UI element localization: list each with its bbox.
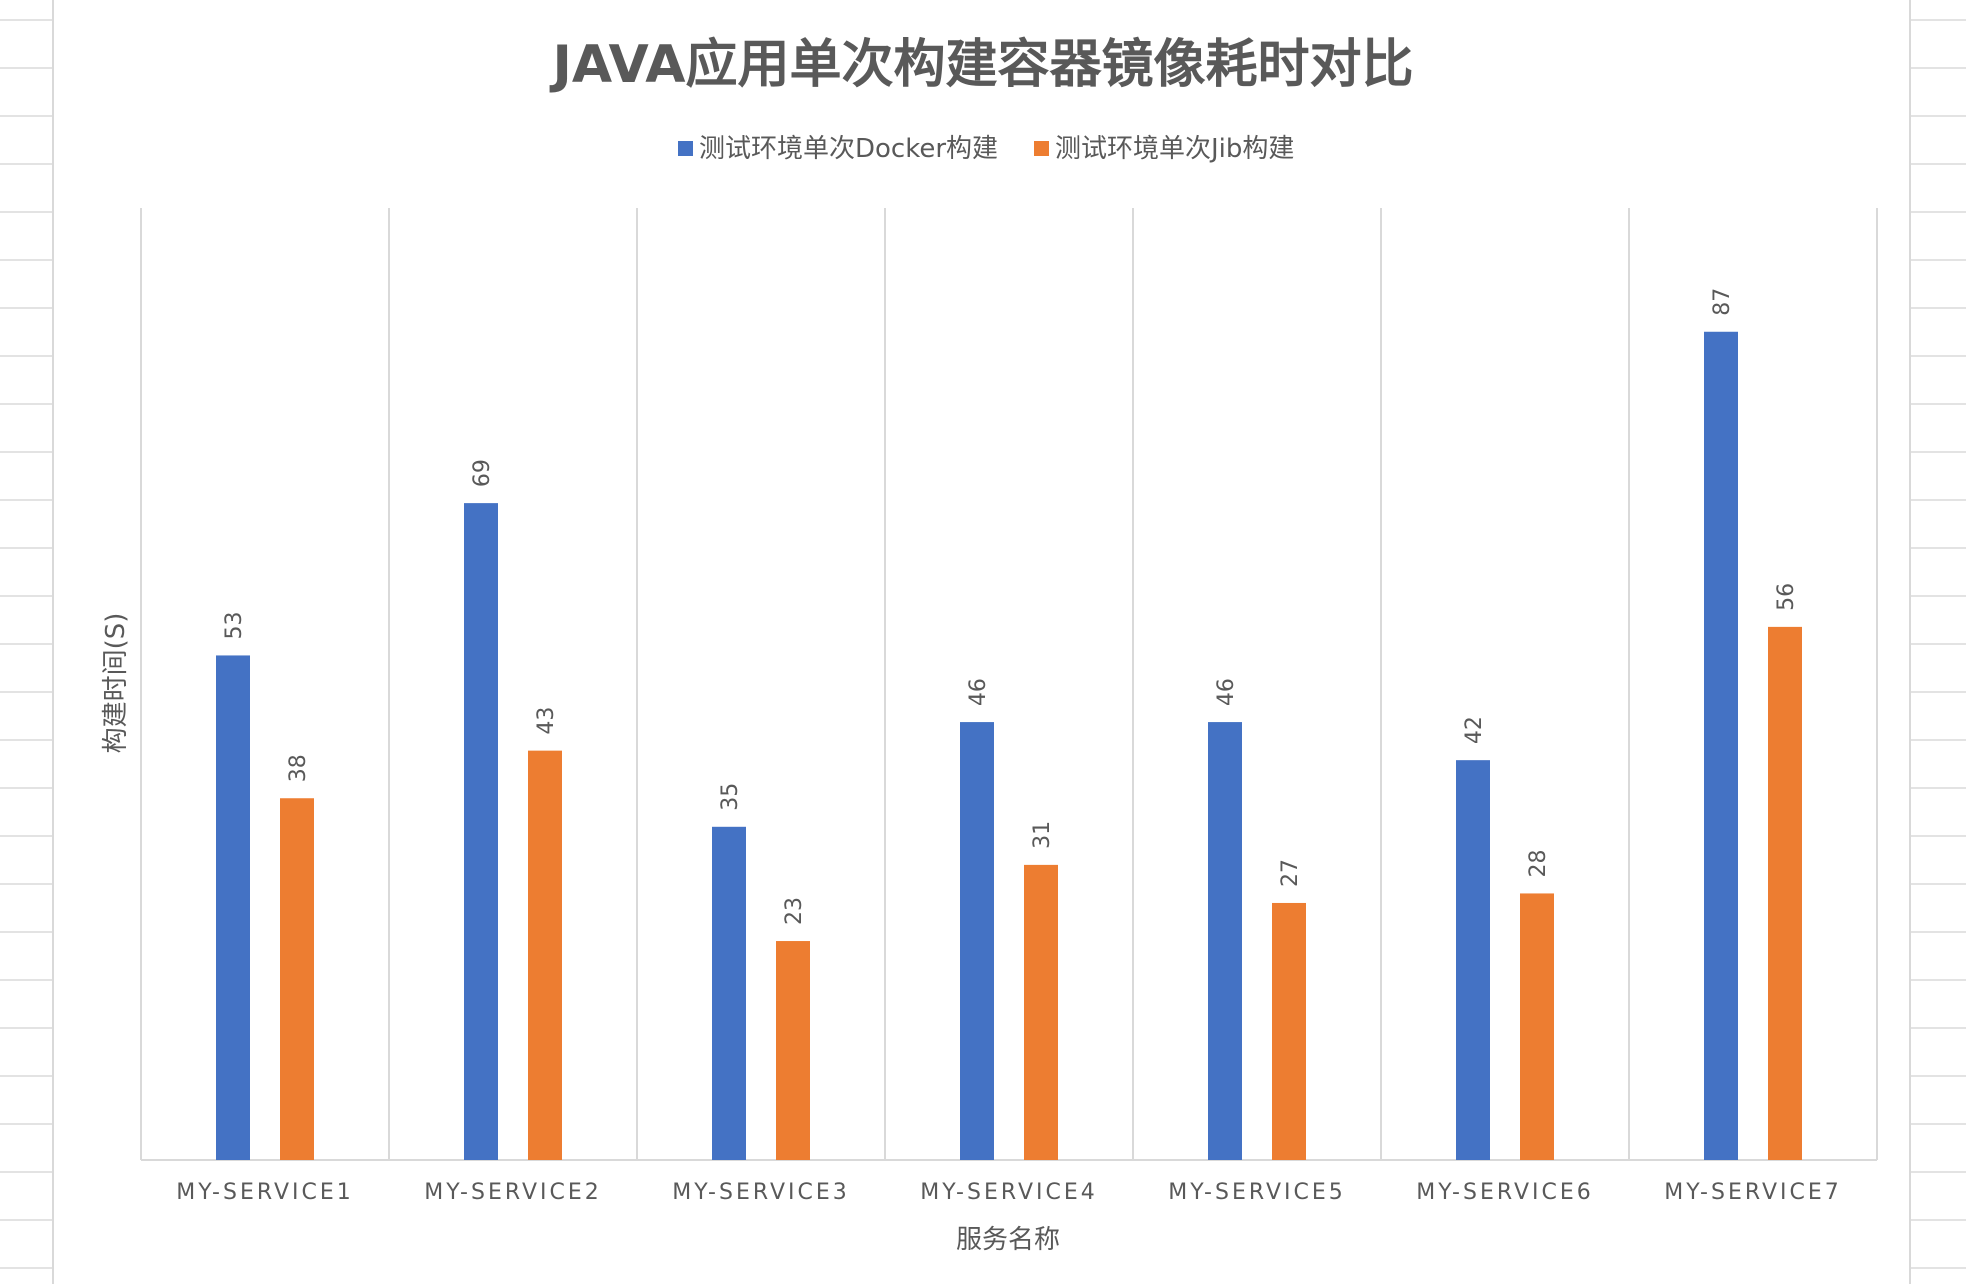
data-label-jib-my-service7: 56 <box>1774 583 1799 611</box>
data-label-docker-my-service3: 35 <box>718 783 743 811</box>
data-label-jib-my-service1: 38 <box>286 754 311 782</box>
data-label-docker-my-service1: 53 <box>222 611 247 639</box>
bar-docker-my-service6[interactable] <box>1456 760 1490 1160</box>
x-tick-label: MY-SERVICE2 <box>424 1180 602 1205</box>
y-axis-title: 构建时间(S) <box>101 613 131 754</box>
x-axis-title: 服务名称 <box>956 1225 1060 1255</box>
data-label-docker-my-service7: 87 <box>1710 288 1735 316</box>
plot-area: 53 38 MY-SERVICE1 69 43 MY-SERVICE2 35 23 MY-SER… <box>140 208 1878 1205</box>
bar-docker-my-service4[interactable] <box>960 722 994 1160</box>
x-tick-label: MY-SERVICE6 <box>1416 1180 1594 1205</box>
bar-docker-my-service1[interactable] <box>216 655 250 1160</box>
bar-docker-my-service2[interactable] <box>464 503 498 1160</box>
x-tick-label: MY-SERVICE4 <box>920 1180 1098 1205</box>
bar-jib-my-service7[interactable] <box>1768 626 1802 1160</box>
legend-label-jib: 测试环境单次Jib构建 <box>1055 134 1294 164</box>
legend[interactable]: 测试环境单次Docker构建 测试环境单次Jib构建 <box>678 134 1294 164</box>
bar-jib-my-service4[interactable] <box>1024 864 1058 1160</box>
bar-jib-my-service2[interactable] <box>528 750 562 1160</box>
data-label-jib-my-service3: 23 <box>782 897 807 925</box>
x-tick-label: MY-SERVICE7 <box>1664 1180 1842 1205</box>
chart-title: JAVA应用单次构建容器镜像耗时对比 <box>549 35 1413 95</box>
bar-jib-my-service3[interactable] <box>776 941 810 1160</box>
data-label-docker-my-service5: 46 <box>1214 678 1239 706</box>
bar-jib-my-service6[interactable] <box>1520 893 1554 1160</box>
data-label-jib-my-service5: 27 <box>1278 859 1303 887</box>
data-label-jib-my-service6: 28 <box>1526 849 1551 877</box>
bar-jib-my-service1[interactable] <box>280 798 314 1160</box>
x-tick-label: MY-SERVICE5 <box>1168 1180 1346 1205</box>
spreadsheet-background <box>0 19 1966 1269</box>
data-label-jib-my-service2: 43 <box>534 707 559 735</box>
legend-swatch-jib <box>1034 141 1049 156</box>
x-tick-label: MY-SERVICE3 <box>672 1180 850 1205</box>
bar-docker-my-service3[interactable] <box>712 826 746 1160</box>
x-tick-label: MY-SERVICE1 <box>176 1180 354 1205</box>
bar-docker-my-service5[interactable] <box>1208 722 1242 1160</box>
bar-docker-my-service7[interactable] <box>1704 331 1738 1160</box>
data-label-docker-my-service2: 69 <box>470 459 495 487</box>
legend-label-docker: 测试环境单次Docker构建 <box>699 134 998 164</box>
legend-swatch-docker <box>678 141 693 156</box>
data-label-docker-my-service6: 42 <box>1462 716 1487 744</box>
data-label-docker-my-service4: 46 <box>966 678 991 706</box>
bar-jib-my-service5[interactable] <box>1272 902 1306 1160</box>
data-label-jib-my-service4: 31 <box>1030 821 1055 849</box>
